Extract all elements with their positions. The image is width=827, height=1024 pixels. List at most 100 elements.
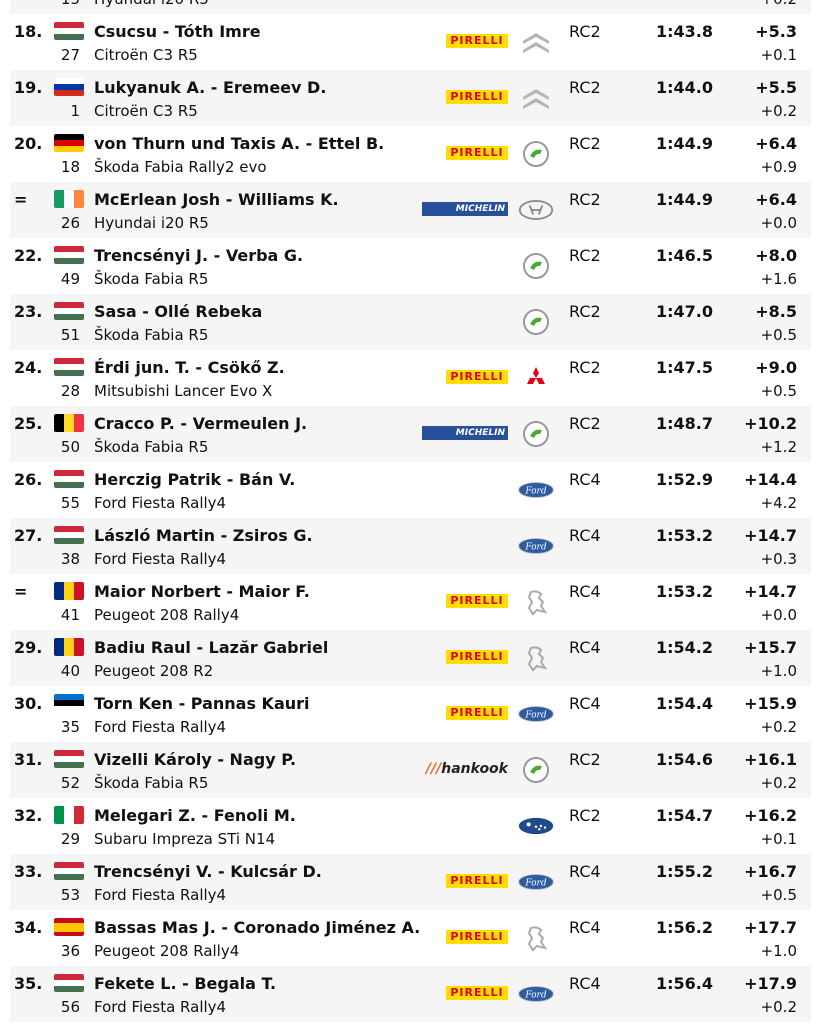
class: RC2 [569, 750, 601, 769]
table-row[interactable]: 30. Torn Ken - Pannas Kauri 35 Ford Fies… [10, 686, 811, 742]
car-number: 51 [60, 326, 80, 344]
diff-to-leader: +14.7 [744, 526, 797, 545]
crew-name[interactable]: László Martin - Zsiros G. [94, 526, 313, 545]
table-row[interactable]: 22. Trencsényi J. - Verba G. 49 Škoda Fa… [10, 238, 811, 294]
crew-name[interactable]: von Thurn und Taxis A. - Ettel B. [94, 134, 385, 153]
position: 32. [14, 806, 43, 825]
peugeot-logo-icon [518, 924, 554, 952]
diff-to-leader: +5.5 [755, 78, 797, 97]
class: RC2 [569, 246, 601, 265]
diff-to-leader: +10.2 [744, 414, 797, 433]
stage-time: 1:44.9 [655, 134, 713, 153]
crew-name[interactable]: Érdi jun. T. - Csökő Z. [94, 358, 285, 377]
class: RC2 [569, 302, 601, 321]
stage-time: 1:54.6 [655, 750, 713, 769]
stage-time: 1:54.2 [655, 638, 713, 657]
crew-name[interactable]: Csucsu - Tóth Imre [94, 22, 261, 41]
class: RC2 [569, 358, 601, 377]
crew-name[interactable]: McErlean Josh - Williams K. [94, 190, 339, 209]
skoda-logo-icon [518, 308, 554, 336]
car-model: Škoda Fabia R5 [94, 326, 209, 344]
table-row[interactable]: 18. Csucsu - Tóth Imre 27 Citroën C3 R5 … [10, 14, 811, 70]
peugeot-logo-icon [518, 588, 554, 616]
class: RC2 [569, 806, 601, 825]
table-row[interactable]: 20. von Thurn und Taxis A. - Ettel B. 18… [10, 126, 811, 182]
michelin-logo: MICHELIN [422, 426, 508, 440]
flag-it-icon [54, 806, 84, 824]
car-model: Peugeot 208 Rally4 [94, 942, 240, 960]
table-row[interactable]: 23. Sasa - Ollé Rebeka 51 Škoda Fabia R5… [10, 294, 811, 350]
crew-name[interactable]: Sasa - Ollé Rebeka [94, 302, 263, 321]
car-model: Ford Fiesta Rally4 [94, 998, 227, 1016]
skoda-logo-icon [518, 140, 554, 168]
car-number: 49 [60, 270, 80, 288]
car-number: 40 [60, 662, 80, 680]
class: RC4 [569, 974, 601, 993]
diff-to-leader: +17.9 [744, 974, 797, 993]
flag-hu-icon [54, 358, 84, 376]
class: RC2 [569, 22, 601, 41]
crew-name[interactable]: Lukyanuk A. - Eremeev D. [94, 78, 327, 97]
gap-to-previous: +1.2 [760, 438, 797, 456]
crew-name[interactable]: Trencsényi V. - Kulcsár D. [94, 862, 322, 881]
gap-to-previous: +4.2 [760, 494, 797, 512]
gap-to-previous: +0.0 [760, 606, 797, 624]
pirelli-logo: PIRELLI [446, 90, 508, 104]
pirelli-logo: PIRELLI [446, 706, 508, 720]
table-row[interactable]: 27. László Martin - Zsiros G. 38 Ford Fi… [10, 518, 811, 574]
crew-name[interactable]: Melegari Z. - Fenoli M. [94, 806, 296, 825]
table-row[interactable]: 35. Fekete L. - Begala T. 56 Ford Fiesta… [10, 966, 811, 1022]
position: 22. [14, 246, 43, 265]
michelin-logo: MICHELIN [422, 202, 508, 216]
table-row[interactable]: 33. Trencsényi V. - Kulcsár D. 53 Ford F… [10, 854, 811, 910]
diff-to-leader: +8.5 [755, 302, 797, 321]
table-row[interactable]: = McErlean Josh - Williams K. 26 Hyundai… [10, 182, 811, 238]
pirelli-logo: PIRELLI [446, 650, 508, 664]
table-row[interactable]: 25. Cracco P. - Vermeulen J. 50 Škoda Fa… [10, 406, 811, 462]
table-row[interactable]: 34. Bassas Mas J. - Coronado Jiménez A. … [10, 910, 811, 966]
pirelli-logo: PIRELLI [446, 594, 508, 608]
crew-name[interactable]: Fekete L. - Begala T. [94, 974, 277, 993]
crew-name[interactable]: Vizelli Károly - Nagy P. [94, 750, 297, 769]
table-row[interactable]: 24. Érdi jun. T. - Csökő Z. 28 Mitsubish… [10, 350, 811, 406]
crew-name[interactable]: Maior Norbert - Maior F. [94, 582, 310, 601]
position: = [14, 190, 28, 209]
car-model: Hyundai i20 R5 [94, 0, 209, 8]
tyre-brand: PIRELLI [446, 370, 508, 384]
class: RC2 [569, 78, 601, 97]
gap-to-previous: +0.2 [760, 774, 797, 792]
tyre-brand: PIRELLI [446, 930, 508, 944]
crew-name[interactable]: Badiu Raul - Lazăr Gabriel [94, 638, 329, 657]
table-row[interactable]: 29. Badiu Raul - Lazăr Gabriel 40 Peugeo… [10, 630, 811, 686]
table-row-partial[interactable]: 15 Hyundai i20 R5 +0.2 [10, 0, 811, 14]
class: RC4 [569, 694, 601, 713]
car-number: 35 [60, 718, 80, 736]
table-row[interactable]: 32. Melegari Z. - Fenoli M. 29 Subaru Im… [10, 798, 811, 854]
crew-name[interactable]: Bassas Mas J. - Coronado Jiménez A. [94, 918, 421, 937]
table-row[interactable]: 31. Vizelli Károly - Nagy P. 52 Škoda Fa… [10, 742, 811, 798]
car-model: Citroën C3 R5 [94, 102, 198, 120]
car-model: Mitsubishi Lancer Evo X [94, 382, 273, 400]
crew-name[interactable]: Torn Ken - Pannas Kauri [94, 694, 310, 713]
table-row[interactable]: = Maior Norbert - Maior F. 41 Peugeot 20… [10, 574, 811, 630]
car-model: Škoda Fabia R5 [94, 438, 209, 456]
tyre-brand: PIRELLI [446, 34, 508, 48]
table-row[interactable]: 19. Lukyanuk A. - Eremeev D. 1 Citroën C… [10, 70, 811, 126]
tyre-brand: MICHELIN [422, 202, 508, 216]
car-number: 15 [54, 0, 80, 8]
flag-ee-icon [54, 694, 84, 712]
crew-name[interactable]: Cracco P. - Vermeulen J. [94, 414, 308, 433]
tyre-brand: PIRELLI [446, 650, 508, 664]
crew-name[interactable]: Herczig Patrik - Bán V. [94, 470, 296, 489]
gap-to-previous: +1.0 [760, 942, 797, 960]
gap-to-previous: +0.5 [760, 886, 797, 904]
ford-logo-icon: Ford [518, 476, 554, 504]
crew-name[interactable]: Trencsényi J. - Verba G. [94, 246, 304, 265]
class: RC2 [569, 414, 601, 433]
table-row[interactable]: 26. Herczig Patrik - Bán V. 55 Ford Fies… [10, 462, 811, 518]
class: RC4 [569, 470, 601, 489]
class: RC2 [569, 190, 601, 209]
gap-to-previous: +0.5 [760, 326, 797, 344]
car-number: 27 [60, 46, 80, 64]
flag-es-icon [54, 918, 84, 936]
